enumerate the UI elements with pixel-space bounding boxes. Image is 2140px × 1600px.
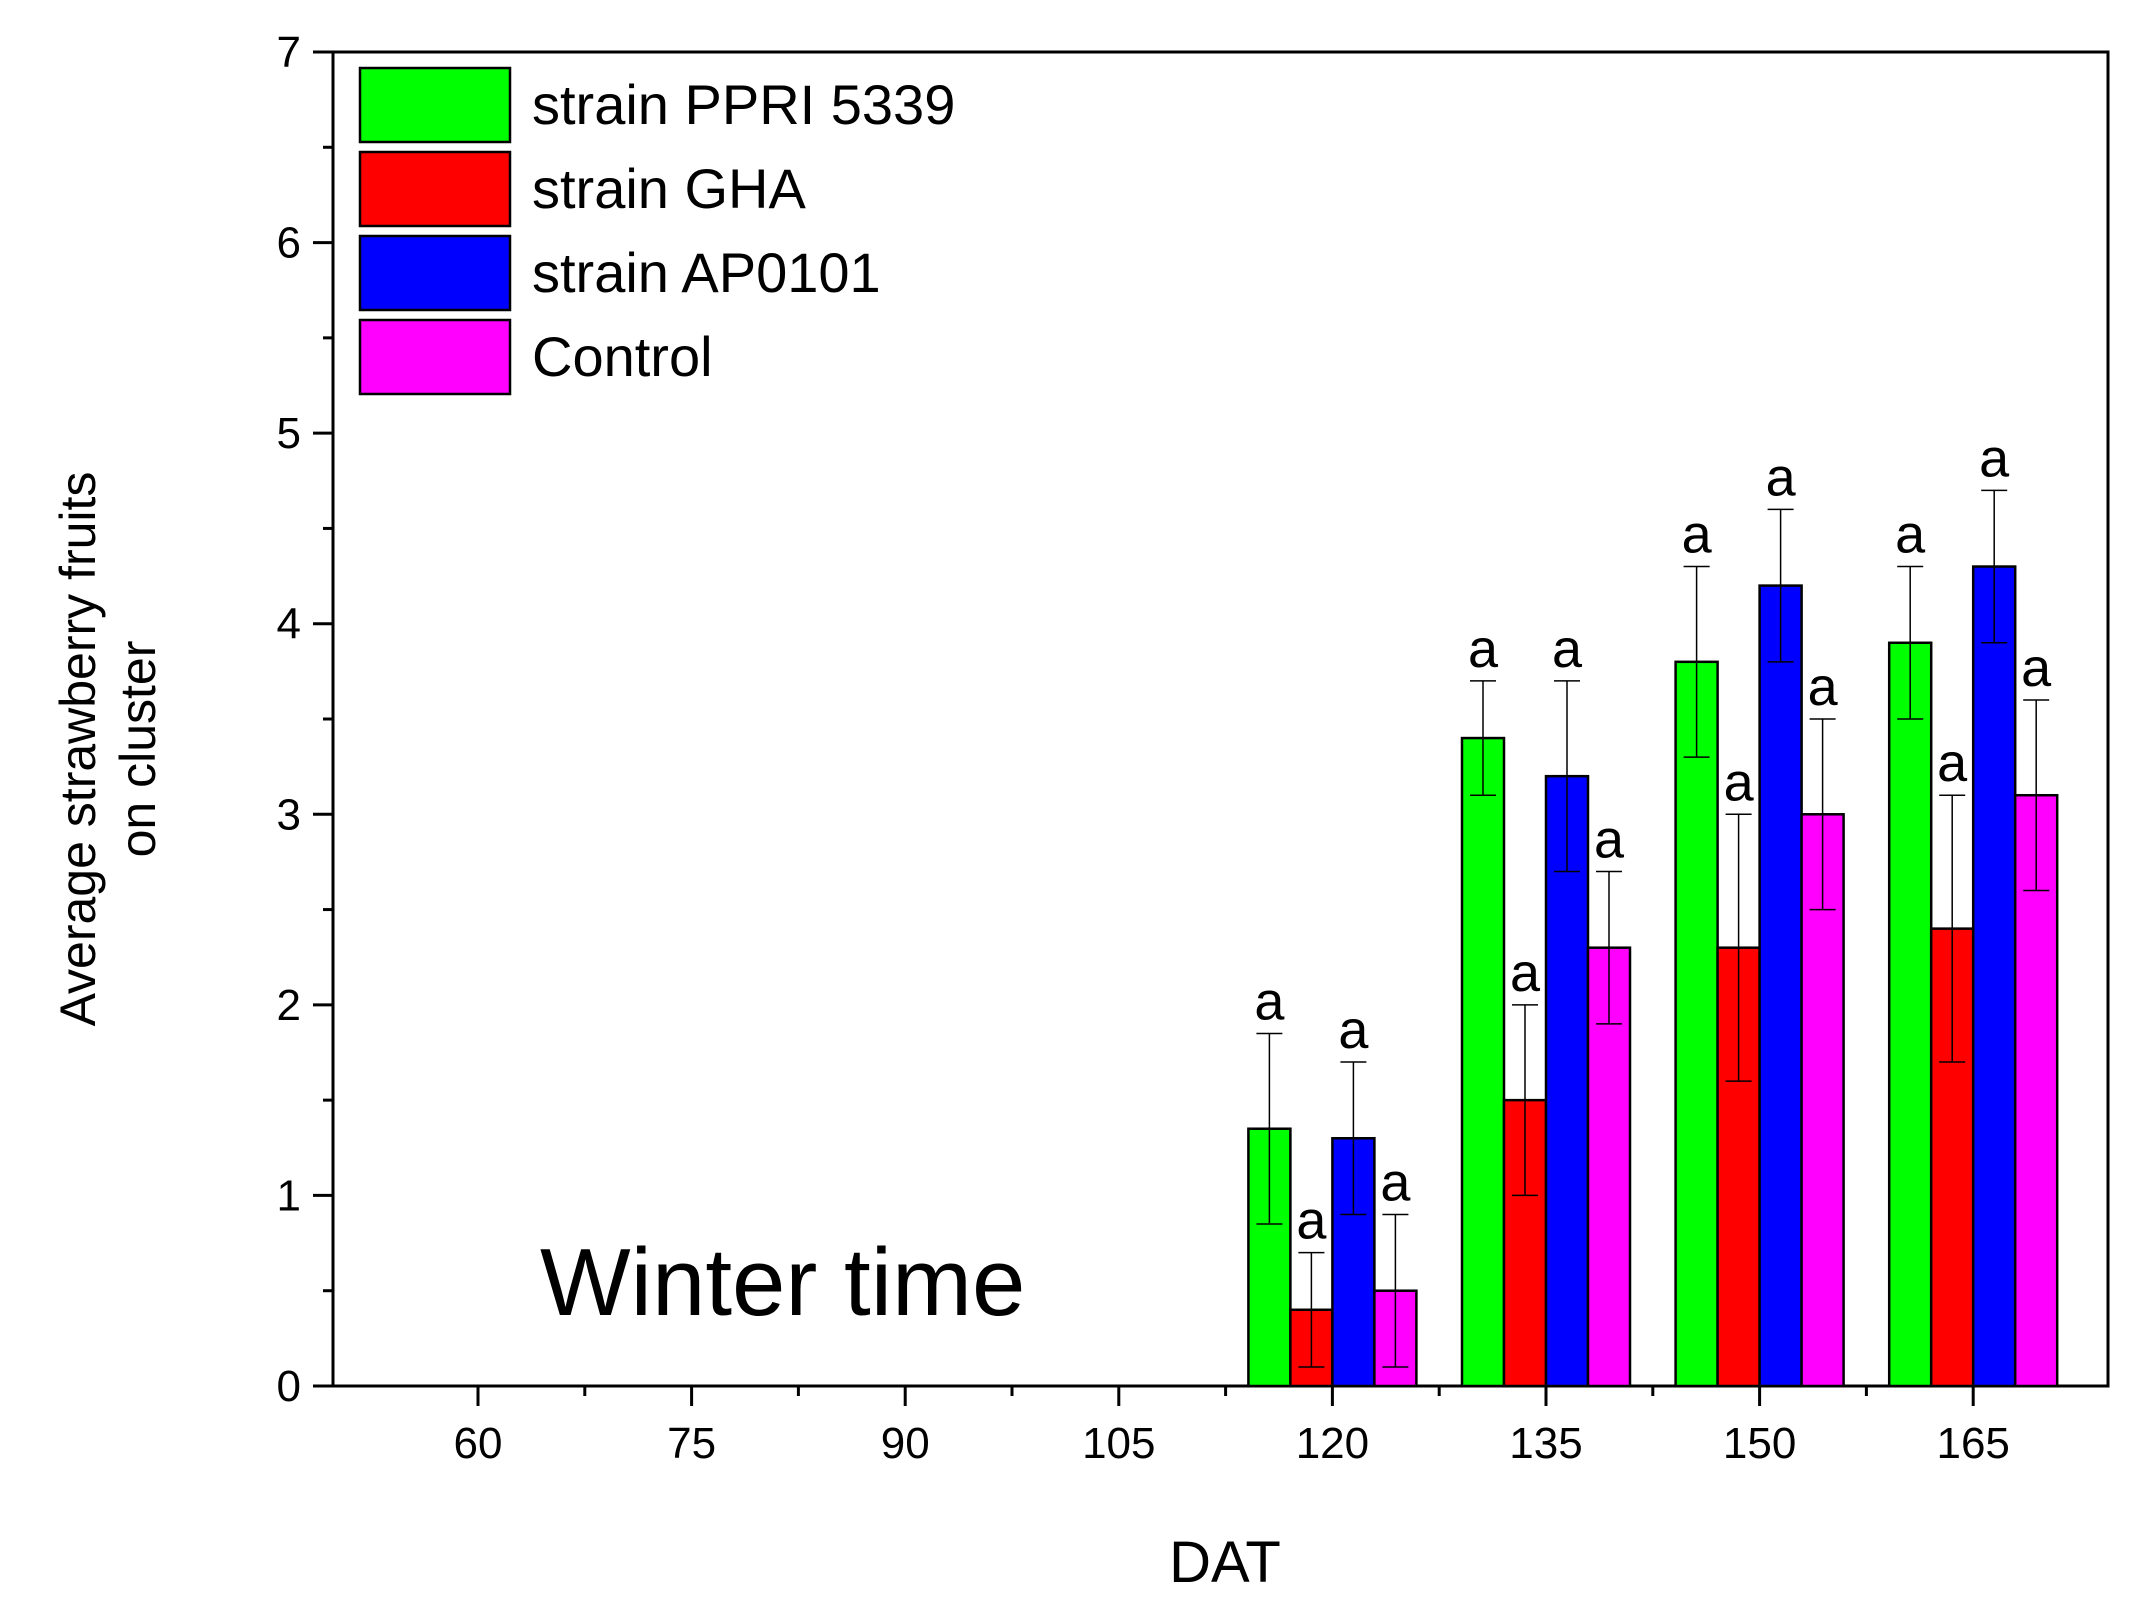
significance-label: a [1724, 752, 1755, 812]
x-axis-title: DAT [1169, 1530, 1281, 1595]
bar [1758, 584, 1803, 1388]
y-tick-label: 3 [277, 790, 301, 839]
y-tick-label: 6 [277, 219, 301, 268]
legend-swatch [358, 234, 512, 312]
x-tick-label: 135 [1509, 1419, 1582, 1468]
bar [1971, 565, 2017, 1388]
significance-label: a [1552, 619, 1583, 679]
significance-label: a [1808, 657, 1839, 717]
x-tick-label: 105 [1082, 1419, 1155, 1468]
winter-time-annotation: Winter time [540, 1229, 1025, 1336]
significance-label: a [1895, 505, 1926, 565]
significance-label: a [1594, 809, 1625, 869]
legend: strain PPRI 5339 strain GHA strain AP0101 C… [358, 66, 955, 396]
significance-label: a [1682, 505, 1713, 565]
x-tick-label: 90 [881, 1419, 930, 1468]
significance-label: a [1937, 733, 1968, 793]
significance-label: a [1296, 1191, 1327, 1251]
x-tick-label: 150 [1723, 1419, 1796, 1468]
legend-label: strain PPRI 5339 [532, 73, 955, 136]
significance-label: a [1510, 943, 1541, 1003]
legend-swatch [358, 318, 512, 396]
significance-label: a [1380, 1152, 1411, 1212]
significance-label: a [1468, 619, 1499, 679]
y-axis-title-line: on cluster [110, 641, 166, 858]
y-tick-label: 0 [277, 1362, 301, 1411]
y-tick-label: 1 [277, 1171, 301, 1220]
legend-swatch [358, 66, 512, 144]
significance-label: a [1338, 1000, 1369, 1060]
significance-label: a [1979, 428, 2010, 488]
legend-swatch [358, 150, 512, 228]
x-tick-label: 75 [667, 1419, 716, 1468]
y-tick-label: 4 [277, 600, 301, 649]
y-axis-title: Average strawberry fruitson cluster [50, 472, 166, 1027]
legend-label: strain AP0101 [532, 241, 881, 304]
significance-label: a [2021, 638, 2052, 698]
y-tick-label: 2 [277, 981, 301, 1030]
y-tick-label: 5 [277, 409, 301, 458]
legend-label: strain GHA [532, 157, 806, 220]
y-axis: 0 1 2 3 4 5 6 7 [277, 28, 333, 1411]
x-tick-label: 60 [454, 1419, 503, 1468]
y-axis-title-line: Average strawberry fruits [50, 472, 106, 1027]
significance-label: a [1766, 447, 1797, 507]
x-tick-label: 120 [1296, 1419, 1369, 1468]
x-axis: 60 75 90 105 120 135 150 165 [454, 1386, 2010, 1468]
bar [1674, 660, 1719, 1388]
bar [1887, 641, 1933, 1388]
x-tick-label: 165 [1936, 1419, 2009, 1468]
significance-label: a [1254, 971, 1285, 1031]
bar [1460, 736, 1506, 1388]
y-tick-label: 7 [277, 28, 301, 77]
legend-label: Control [532, 325, 713, 388]
